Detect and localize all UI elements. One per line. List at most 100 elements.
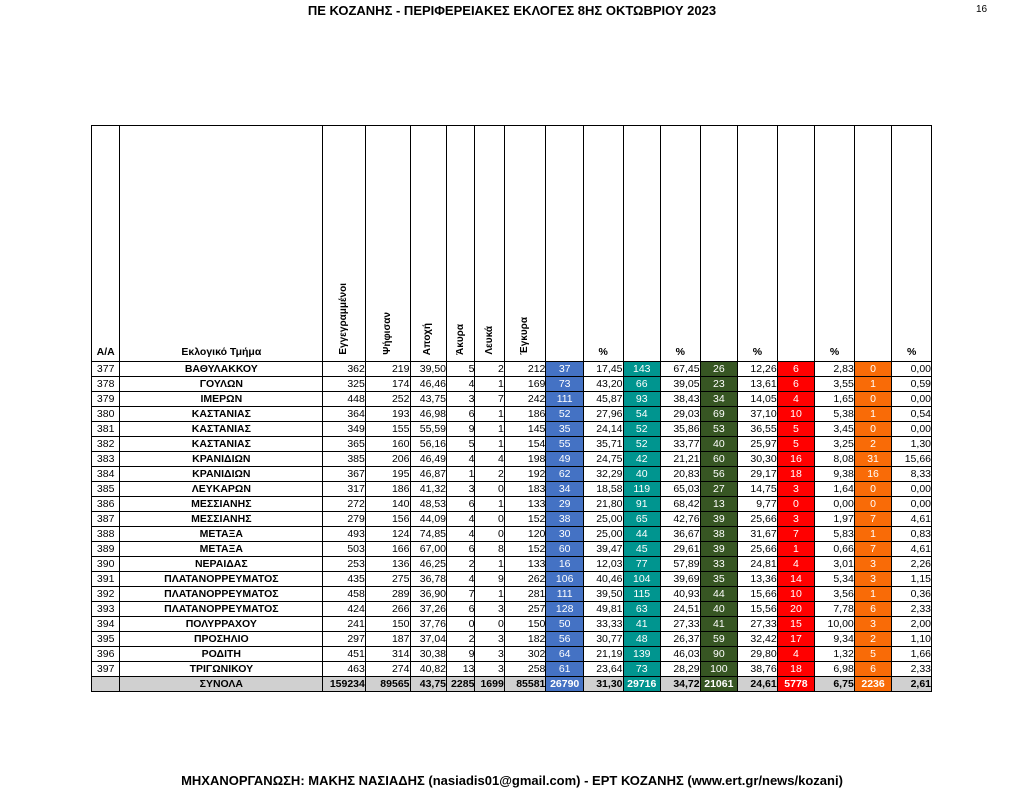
cell-cand4-pct: 1,64 xyxy=(814,481,855,497)
col-section: Εκλογικό Τμήμα xyxy=(119,125,324,362)
table-row: 377 ΒΑΘΥΛΑΚΚΟΥ 362 219 39,50 5 2 212 37 17,45 143 6… xyxy=(90,361,932,377)
cell-cand3-votes: 34 xyxy=(699,391,739,407)
cell-blank: 1 xyxy=(474,421,505,437)
cell-abstention: 44,09 xyxy=(409,511,448,527)
table-row: 397 ΤΡΙΓΩΝΙΚΟΥ 463 274 40,82 13 3 258 61 23,64 73 2… xyxy=(90,661,932,677)
cell-cand1-pct: 24,14 xyxy=(582,421,624,437)
cell-cand5-pct: 2,00 xyxy=(891,616,932,632)
cell-cand5-votes: 0 xyxy=(853,361,893,377)
cell-invalid: 9 xyxy=(446,646,476,662)
cell-valid: 152 xyxy=(503,511,547,527)
cell-abstention: 74,85 xyxy=(409,526,448,542)
cell-cand1-pct: 25,00 xyxy=(582,511,624,527)
cell-cand5-votes: 6 xyxy=(853,601,893,617)
cell-cand3-pct: 15,56 xyxy=(737,601,778,617)
cell-cand3-pct: 30,30 xyxy=(737,451,778,467)
cell-cand5-pct: 4,61 xyxy=(891,541,932,557)
cell-cand2-votes: 104 xyxy=(622,571,662,587)
cell-cand2-pct: 40,93 xyxy=(660,586,701,602)
cell-aa: 378 xyxy=(90,376,121,392)
cell-invalid: 6 xyxy=(446,541,476,557)
total-cell-cand4-votes: 5778 xyxy=(776,676,816,692)
cell-cand3-votes: 59 xyxy=(699,631,739,647)
cell-cand1-pct: 21,80 xyxy=(582,496,624,512)
cell-registered: 297 xyxy=(322,631,366,647)
cell-cand3-pct: 37,10 xyxy=(737,406,778,422)
col-pct-3: % xyxy=(737,125,778,362)
cell-cand2-votes: 44 xyxy=(622,526,662,542)
cell-invalid: 9 xyxy=(446,421,476,437)
cell-cand5-pct: 0,36 xyxy=(891,586,932,602)
cell-cand5-votes: 3 xyxy=(853,571,893,587)
cell-valid: 145 xyxy=(503,421,547,437)
cell-cand2-votes: 52 xyxy=(622,436,662,452)
cell-voted: 124 xyxy=(364,526,411,542)
cell-cand4-votes: 3 xyxy=(776,481,816,497)
total-cell-cand3-pct: 24,61 xyxy=(737,676,778,692)
cell-cand4-pct: 3,56 xyxy=(814,586,855,602)
table-row: 395 ΠΡΟΣΗΛΙΟ 297 187 37,04 2 3 182 56 30,77 48 26,3… xyxy=(90,631,932,647)
cell-cand2-pct: 33,77 xyxy=(660,436,701,452)
cell-abstention: 37,04 xyxy=(409,631,448,647)
cell-invalid: 5 xyxy=(446,436,476,452)
cell-aa: 377 xyxy=(90,361,121,377)
col-pct-2: % xyxy=(660,125,701,362)
cell-cand5-votes: 2 xyxy=(853,436,893,452)
cell-cand1-votes: 106 xyxy=(545,571,584,587)
cell-cand5-pct: 0,00 xyxy=(891,481,932,497)
cell-invalid: 6 xyxy=(446,496,476,512)
cell-cand3-pct: 31,67 xyxy=(737,526,778,542)
cell-blank: 1 xyxy=(474,496,505,512)
cell-cand3-votes: 38 xyxy=(699,526,739,542)
cell-abstention: 55,59 xyxy=(409,421,448,437)
total-cell-cand1-votes: 26790 xyxy=(545,676,584,692)
cell-cand1-pct: 35,71 xyxy=(582,436,624,452)
cell-voted: 274 xyxy=(364,661,411,677)
cell-cand4-votes: 6 xyxy=(776,376,816,392)
cell-cand3-pct: 32,42 xyxy=(737,631,778,647)
cell-invalid: 7 xyxy=(446,586,476,602)
cell-cand5-votes: 1 xyxy=(853,586,893,602)
cell-valid: 154 xyxy=(503,436,547,452)
cell-blank: 0 xyxy=(474,526,505,542)
cell-section: ΛΕΥΚΑΡΩΝ xyxy=(119,481,324,497)
cell-cand4-votes: 4 xyxy=(776,391,816,407)
cell-cand4-votes: 1 xyxy=(776,541,816,557)
cell-aa: 393 xyxy=(90,601,121,617)
cell-cand3-pct: 24,81 xyxy=(737,556,778,572)
cell-aa: 396 xyxy=(90,646,121,662)
table-row: 386 ΜΕΣΣΙΑΝΗΣ 272 140 48,53 6 1 133 29 21,80 91 68,… xyxy=(90,496,932,512)
cell-cand1-votes: 29 xyxy=(545,496,584,512)
cell-cand2-votes: 115 xyxy=(622,586,662,602)
cell-aa: 395 xyxy=(90,631,121,647)
cell-blank: 3 xyxy=(474,601,505,617)
footer-credit: ΜΗΧΑΝΟΡΓΑΝΩΣΗ: ΜΑΚΗΣ ΝΑΣΙΑΔΗΣ (nasiadis0… xyxy=(181,773,843,788)
cell-cand1-pct: 33,33 xyxy=(582,616,624,632)
cell-cand2-votes: 93 xyxy=(622,391,662,407)
cell-aa: 387 xyxy=(90,511,121,527)
cell-cand4-pct: 3,55 xyxy=(814,376,855,392)
cell-cand3-votes: 41 xyxy=(699,616,739,632)
cell-cand1-pct: 40,46 xyxy=(582,571,624,587)
cell-aa: 383 xyxy=(90,451,121,467)
cell-cand5-votes: 1 xyxy=(853,376,893,392)
cell-voted: 314 xyxy=(364,646,411,662)
cell-valid: 120 xyxy=(503,526,547,542)
cell-cand2-pct: 46,03 xyxy=(660,646,701,662)
cell-abstention: 46,25 xyxy=(409,556,448,572)
cell-cand2-pct: 39,05 xyxy=(660,376,701,392)
cell-cand1-pct: 39,47 xyxy=(582,541,624,557)
cell-cand3-pct: 36,55 xyxy=(737,421,778,437)
cell-cand5-pct: 2,33 xyxy=(891,601,932,617)
total-cell-voted: 89565 xyxy=(364,676,411,692)
cell-blank: 4 xyxy=(474,451,505,467)
cell-section: ΚΑΣΤΑΝΙΑΣ xyxy=(119,406,324,422)
table-row: 385 ΛΕΥΚΑΡΩΝ 317 186 41,32 3 0 183 34 18,58 119 65,… xyxy=(90,481,932,497)
cell-valid: 152 xyxy=(503,541,547,557)
cell-section: ΚΡΑΝΙΔΙΩΝ xyxy=(119,451,324,467)
cell-section: ΜΕΣΣΙΑΝΗΣ xyxy=(119,511,324,527)
cell-section: ΙΜΕΡΩΝ xyxy=(119,391,324,407)
cell-cand5-pct: 0,00 xyxy=(891,496,932,512)
cell-cand3-votes: 27 xyxy=(699,481,739,497)
cell-section: ΚΡΑΝΙΔΙΩΝ xyxy=(119,466,324,482)
